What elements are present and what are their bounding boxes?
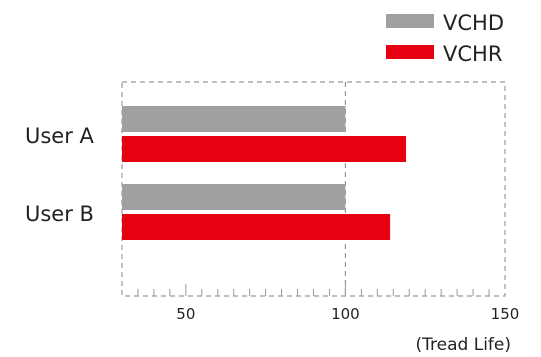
legend-label-vchd: VCHD xyxy=(443,11,504,35)
bar-vchd-user-b xyxy=(122,184,346,210)
legend-swatch-vchr xyxy=(386,45,434,59)
axis-unit-label: (Tread Life) xyxy=(416,335,511,355)
bar-vchr-user-a xyxy=(122,136,407,162)
plot-frame xyxy=(121,81,506,297)
legend-label-vchr: VCHR xyxy=(443,42,502,66)
bar-vchd-user-a xyxy=(122,106,346,132)
x-tick-label-100: 100 xyxy=(331,305,360,323)
legend: VCHD VCHR xyxy=(386,11,504,66)
x-tick-label-150: 150 xyxy=(491,305,520,323)
bar-vchr-user-b xyxy=(122,214,391,240)
x-tick-label-50: 50 xyxy=(176,305,195,323)
legend-swatch-vchd xyxy=(386,14,434,28)
category-label-user-a: User A xyxy=(25,124,95,148)
category-label-user-b: User B xyxy=(25,202,94,226)
